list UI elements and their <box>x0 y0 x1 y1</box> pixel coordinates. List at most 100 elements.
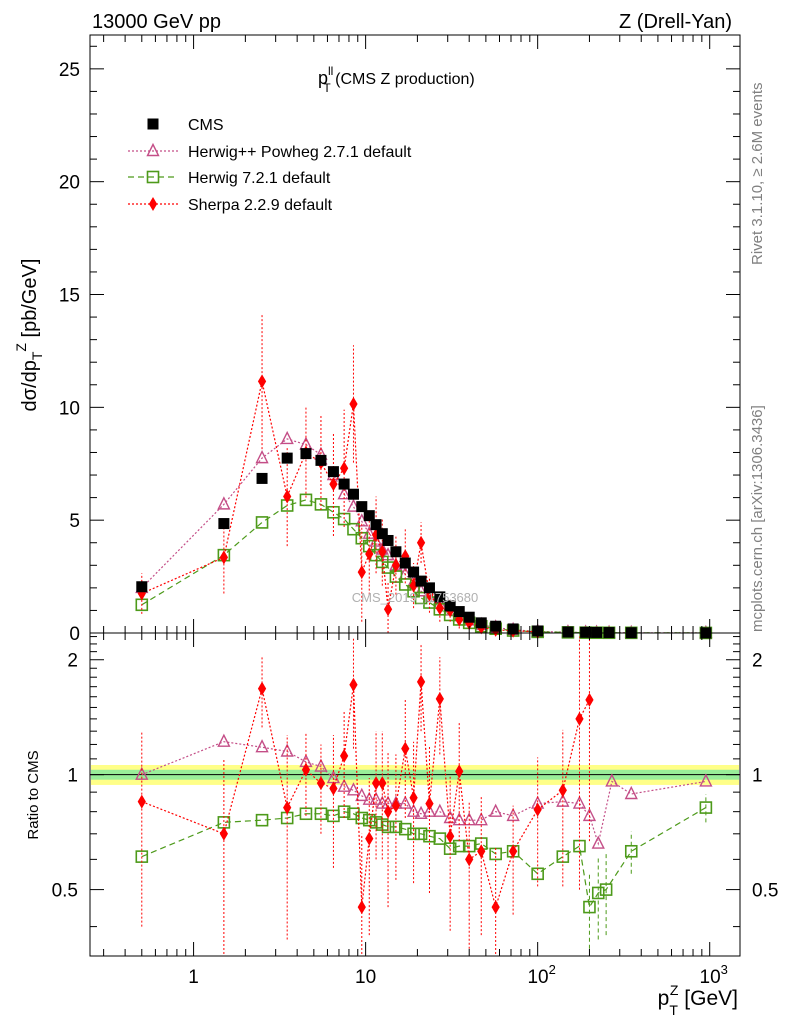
data-point <box>383 602 393 617</box>
data-point <box>446 829 455 844</box>
data-point <box>349 677 358 692</box>
main-plot-content <box>135 313 713 640</box>
data-point <box>355 811 369 825</box>
series-line <box>141 499 706 634</box>
data-point <box>257 374 267 389</box>
header-right: Z (Drell-Yan) <box>619 11 732 33</box>
data-point <box>558 783 567 798</box>
data-point <box>338 478 350 490</box>
data-point <box>453 606 465 618</box>
legend-label: CMS <box>188 117 224 134</box>
legend: CMS Herwig++ Powheg 2.7.1 default Herwig 7… <box>128 117 412 214</box>
series-line <box>141 681 590 910</box>
main-x-ticks <box>103 35 711 633</box>
data-point <box>398 795 412 809</box>
data-point <box>255 450 269 464</box>
ratio-series-1 <box>135 793 713 949</box>
data-point <box>346 498 361 512</box>
data-point <box>280 430 294 445</box>
y-tick-label-right: 2 <box>752 651 763 672</box>
header-left: 13000 GeV pp <box>92 11 221 33</box>
data-point <box>414 805 428 819</box>
y-tick-label: 15 <box>59 286 80 307</box>
data-point <box>315 454 327 466</box>
data-point <box>383 804 393 819</box>
title-rest: (CMS Z production) <box>331 71 475 88</box>
data-point <box>347 522 360 536</box>
data-point <box>365 831 374 846</box>
data-point <box>390 546 402 558</box>
data-point <box>300 448 312 460</box>
data-point <box>378 544 387 559</box>
data-point <box>423 582 435 594</box>
data-point <box>573 839 586 853</box>
data-point <box>489 803 503 817</box>
side-text-mcplots: mcplots.cern.ch [arXiv:1306.3436] <box>749 405 766 632</box>
series-line <box>141 807 707 909</box>
data-point <box>506 807 520 822</box>
data-point <box>407 827 420 841</box>
legend-marker <box>147 118 159 130</box>
data-point <box>391 558 401 573</box>
data-point <box>283 489 292 504</box>
x-tick-label: 1 <box>188 967 199 988</box>
data-point <box>365 547 374 562</box>
data-point <box>490 620 502 632</box>
data-point <box>508 844 518 859</box>
data-point <box>280 743 294 757</box>
data-point <box>572 795 587 809</box>
series-3 <box>137 313 542 639</box>
y-tick-label: 20 <box>59 173 80 194</box>
data-point <box>218 518 230 530</box>
data-point <box>624 844 638 858</box>
data-point <box>327 466 339 478</box>
data-point <box>217 496 231 510</box>
data-point <box>435 691 444 706</box>
data-point <box>219 550 228 565</box>
data-point <box>301 762 311 777</box>
panel-title: pll T (CMS Z production) <box>318 64 475 95</box>
data-point <box>256 472 268 484</box>
data-point <box>376 528 388 540</box>
data-point <box>370 519 382 531</box>
data-point <box>329 477 338 492</box>
data-point <box>409 790 418 805</box>
data-point <box>580 626 592 638</box>
data-point <box>356 501 368 513</box>
data-point <box>444 600 456 612</box>
watermark: CMS_2019_I1753680 <box>352 590 479 605</box>
data-point <box>531 867 544 881</box>
data-point <box>281 452 293 464</box>
data-point <box>425 796 434 811</box>
data-point <box>599 883 613 896</box>
y-tick-label: 5 <box>69 511 80 532</box>
data-point <box>605 773 619 787</box>
data-point <box>219 826 228 841</box>
data-point <box>135 766 149 780</box>
data-point <box>415 575 427 587</box>
data-point <box>340 461 349 476</box>
data-point <box>283 800 292 815</box>
y-tick-label: 25 <box>59 60 80 81</box>
data-point <box>369 791 383 805</box>
data-point <box>217 733 231 747</box>
data-point <box>382 534 394 546</box>
y-tick-label: 0.5 <box>52 881 78 902</box>
data-point <box>699 801 713 814</box>
data-point <box>533 802 542 817</box>
data-point <box>299 807 313 821</box>
data-point <box>378 776 387 791</box>
legend-marker <box>146 142 160 157</box>
data-point <box>435 601 444 616</box>
legend-label: Sherpa 2.2.9 default <box>188 197 333 214</box>
data-point <box>591 835 605 849</box>
y-tick-label: 2 <box>67 651 78 672</box>
legend-label: Herwig 7.2.1 default <box>188 170 331 187</box>
legend-label: Herwig++ Powheg 2.7.1 default <box>188 144 412 161</box>
data-point <box>349 396 358 411</box>
data-point <box>340 748 349 763</box>
ratio-frame <box>89 632 741 957</box>
data-point <box>357 565 366 580</box>
data-point <box>346 782 361 796</box>
